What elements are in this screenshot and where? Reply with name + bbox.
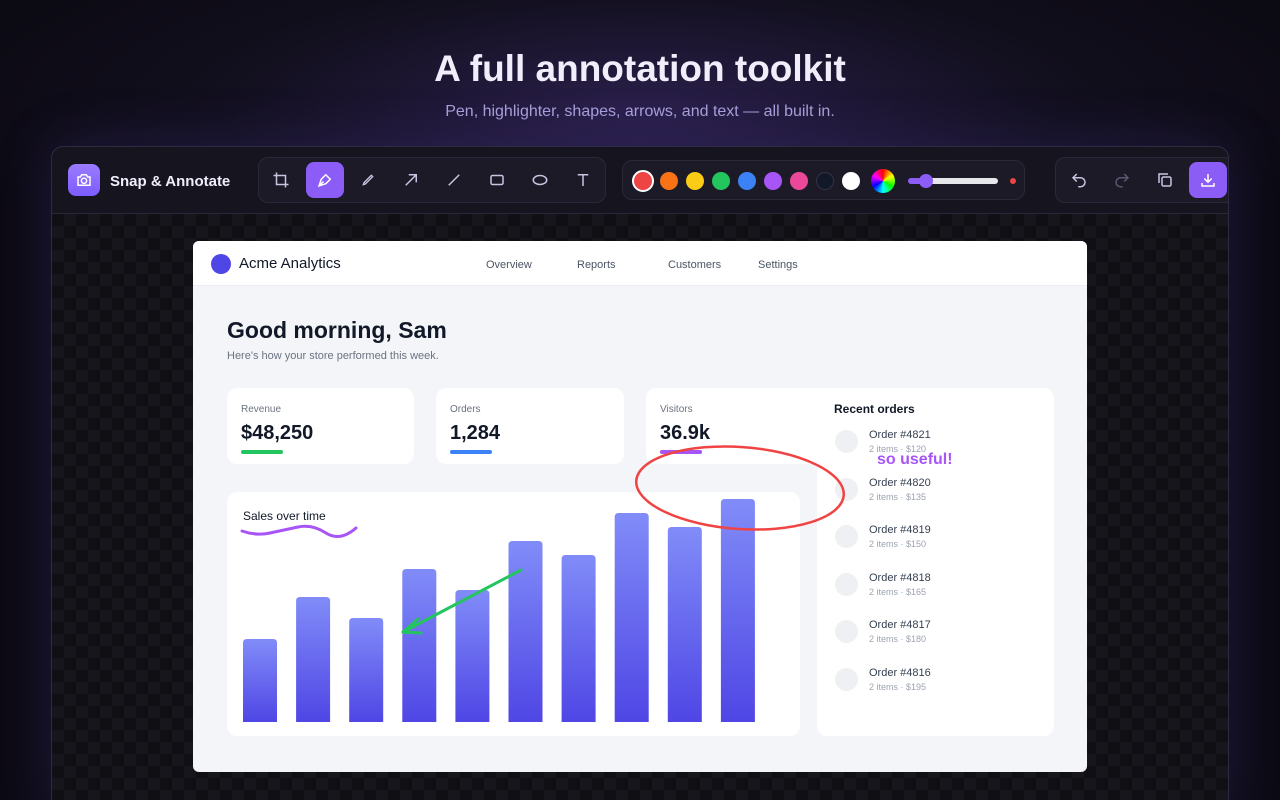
- undo-button[interactable]: [1060, 162, 1098, 198]
- color-group: [622, 160, 1025, 200]
- app-name: Snap & Annotate: [110, 173, 231, 190]
- hero-title: A full annotation toolkit: [434, 48, 846, 89]
- orders-title: Recent orders: [834, 402, 915, 416]
- stat-card: Visitors 36.9k: [646, 388, 836, 464]
- color-swatch[interactable]: [816, 172, 834, 190]
- line-tool[interactable]: [435, 162, 473, 198]
- size-slider[interactable]: [908, 178, 998, 184]
- screenshot: Acme Analytics Overview Reports Customer…: [193, 241, 1087, 772]
- stat-card: Orders 1,284: [436, 388, 624, 464]
- orders-card: Recent orders Order #4821 2 items · $120 O…: [817, 388, 1054, 736]
- top-bar: Acme Analytics Overview Reports Customer…: [193, 241, 1087, 286]
- color-swatch[interactable]: [712, 172, 730, 190]
- greeting: Good morning, Sam: [227, 317, 447, 343]
- logo: [68, 164, 100, 196]
- order-detail: 2 items · $150: [869, 539, 927, 549]
- order-name: Order #4821: [869, 429, 931, 441]
- chart-title: Sales over time: [243, 509, 326, 523]
- size-preview: [1010, 178, 1016, 184]
- stat-label: Visitors: [660, 404, 693, 415]
- hero-subtitle: Pen, highlighter, shapes, arrows, and te…: [445, 103, 835, 120]
- order-avatar: [835, 477, 858, 501]
- order-detail: 2 items · $135: [869, 491, 927, 502]
- order-avatar: [835, 620, 858, 643]
- stat-card: Revenue $48,250: [227, 388, 414, 464]
- chart-card: Sales over time: [227, 492, 800, 736]
- stat-value: 36.9k: [660, 422, 711, 444]
- order-name: Order #4816: [869, 666, 931, 679]
- slider-thumb[interactable]: [919, 174, 933, 188]
- color-swatch[interactable]: [738, 172, 756, 190]
- nav-link[interactable]: Overview: [486, 259, 532, 271]
- highlighter-tool[interactable]: [349, 162, 387, 198]
- nav-link[interactable]: Settings: [758, 259, 798, 271]
- stat-accent: [450, 450, 492, 454]
- brand-name: Acme Analytics: [239, 255, 341, 272]
- order-detail: 2 items · $120: [869, 444, 927, 454]
- tool-group: [258, 157, 606, 203]
- text-tool[interactable]: [564, 162, 602, 198]
- order-avatar: [835, 667, 858, 691]
- ellipse-tool[interactable]: [521, 162, 559, 198]
- stat-accent: [241, 450, 283, 454]
- greeting-subtitle: Here's how your store performed this wee…: [227, 350, 439, 362]
- order-detail: 2 items · $195: [869, 681, 927, 692]
- rect-tool[interactable]: [478, 162, 516, 198]
- arrow-tool[interactable]: [392, 162, 430, 198]
- order-name: Order #4820: [869, 476, 931, 489]
- color-swatch[interactable]: [686, 172, 704, 190]
- nav-link[interactable]: Customers: [668, 259, 722, 271]
- color-swatch[interactable]: [790, 172, 808, 190]
- nav-link[interactable]: Reports: [577, 259, 616, 271]
- order-detail: 2 items · $180: [869, 634, 927, 644]
- color-picker[interactable]: [871, 169, 895, 193]
- stat-label: Orders: [450, 404, 481, 415]
- order-detail: 2 items · $165: [869, 586, 927, 597]
- order-name: Order #4817: [869, 619, 931, 631]
- action-group: [1055, 157, 1228, 203]
- crop-tool[interactable]: [262, 162, 300, 198]
- stat-value: $48,250: [241, 422, 314, 444]
- stat-accent: [660, 450, 702, 454]
- color-swatch[interactable]: [842, 172, 860, 190]
- order-name: Order #4818: [869, 571, 931, 584]
- stat-value: 1,284: [450, 422, 501, 444]
- copy-button[interactable]: [1146, 162, 1184, 198]
- order-name: Order #4819: [869, 524, 931, 536]
- color-swatch[interactable]: [764, 172, 782, 190]
- pen-tool[interactable]: [306, 162, 344, 198]
- order-avatar: [835, 430, 858, 453]
- download-button[interactable]: [1189, 162, 1227, 198]
- brand-logo: [211, 254, 231, 274]
- order-avatar: [835, 572, 858, 596]
- stat-label: Revenue: [241, 404, 282, 415]
- color-swatch[interactable]: [660, 172, 678, 190]
- order-avatar: [835, 525, 858, 548]
- redo-button[interactable]: [1103, 162, 1141, 198]
- color-swatch[interactable]: [632, 170, 654, 192]
